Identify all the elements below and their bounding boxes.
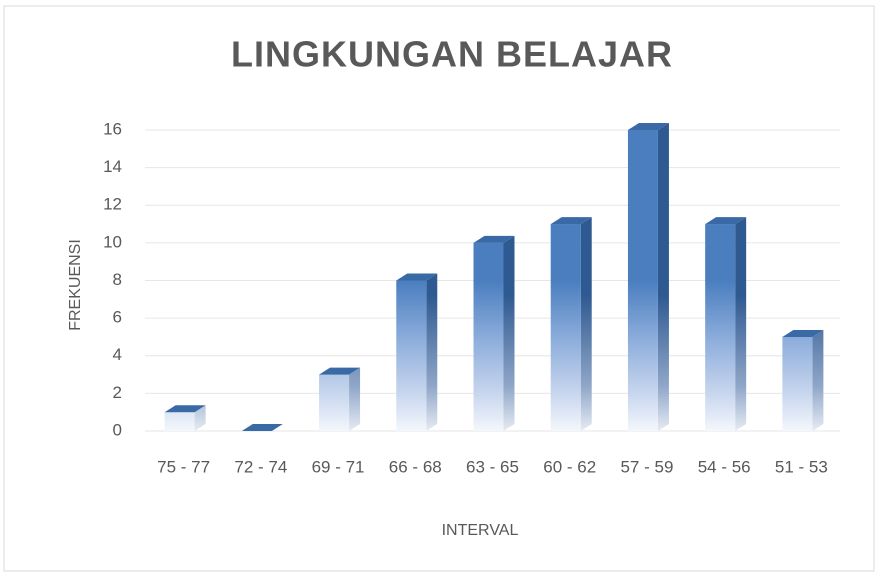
bar (396, 273, 438, 431)
bar-top (164, 405, 206, 413)
x-tick-label: 69 - 71 (312, 457, 365, 476)
bar-front (705, 224, 736, 431)
bar-top (319, 367, 361, 375)
bar-top (627, 123, 669, 130)
bar-side (657, 123, 669, 431)
bar-front (550, 224, 581, 431)
bar-side (194, 405, 206, 431)
bar (705, 217, 747, 431)
bar-front (164, 412, 195, 431)
bar-top (473, 235, 515, 243)
y-tick-label: 2 (113, 383, 122, 402)
y-tick-label: 0 (113, 420, 122, 439)
bar (627, 123, 669, 431)
y-tick-label: 6 (113, 308, 122, 327)
x-tick-label: 66 - 68 (389, 457, 442, 476)
bar-front (782, 336, 813, 431)
x-tick-label: 57 - 59 (620, 457, 673, 476)
bar (473, 235, 515, 431)
bar-side (812, 329, 824, 431)
x-tick-label: 72 - 74 (234, 457, 287, 476)
y-tick-label: 16 (103, 119, 122, 138)
chart-border (3, 5, 875, 572)
x-tick-label: 51 - 53 (775, 457, 828, 476)
bar-side (349, 367, 361, 431)
bar-side (503, 235, 515, 431)
x-axis-label: INTERVAL (442, 522, 519, 539)
bar-front (473, 242, 504, 431)
x-tick-label: 75 - 77 (157, 457, 210, 476)
bar (164, 405, 206, 431)
y-tick-label: 12 (103, 195, 122, 214)
bar-front (396, 280, 427, 431)
bar (319, 367, 361, 431)
bar-top (782, 329, 824, 337)
bar-top (396, 273, 438, 281)
y-tick-label: 10 (103, 232, 122, 251)
x-tick-label: 60 - 62 (543, 457, 596, 476)
bar-side (426, 273, 438, 431)
bar (241, 424, 283, 431)
y-tick-label: 8 (113, 270, 122, 289)
bar-side (735, 217, 747, 431)
bar (782, 329, 824, 431)
bar-top (241, 424, 283, 431)
bar (550, 217, 592, 431)
bar-top (550, 217, 592, 225)
y-tick-label: 4 (113, 345, 122, 364)
bar-top (705, 217, 747, 225)
bar-front (627, 130, 658, 431)
bar-front (319, 374, 350, 431)
y-axis-label: FREKUENSI (67, 239, 84, 331)
x-tick-label: 63 - 65 (466, 457, 519, 476)
x-tick-label: 54 - 56 (698, 457, 751, 476)
bar-side (580, 217, 592, 431)
y-tick-label: 14 (103, 157, 122, 176)
chart-title: LINGKUNGAN BELAJAR (231, 34, 673, 75)
